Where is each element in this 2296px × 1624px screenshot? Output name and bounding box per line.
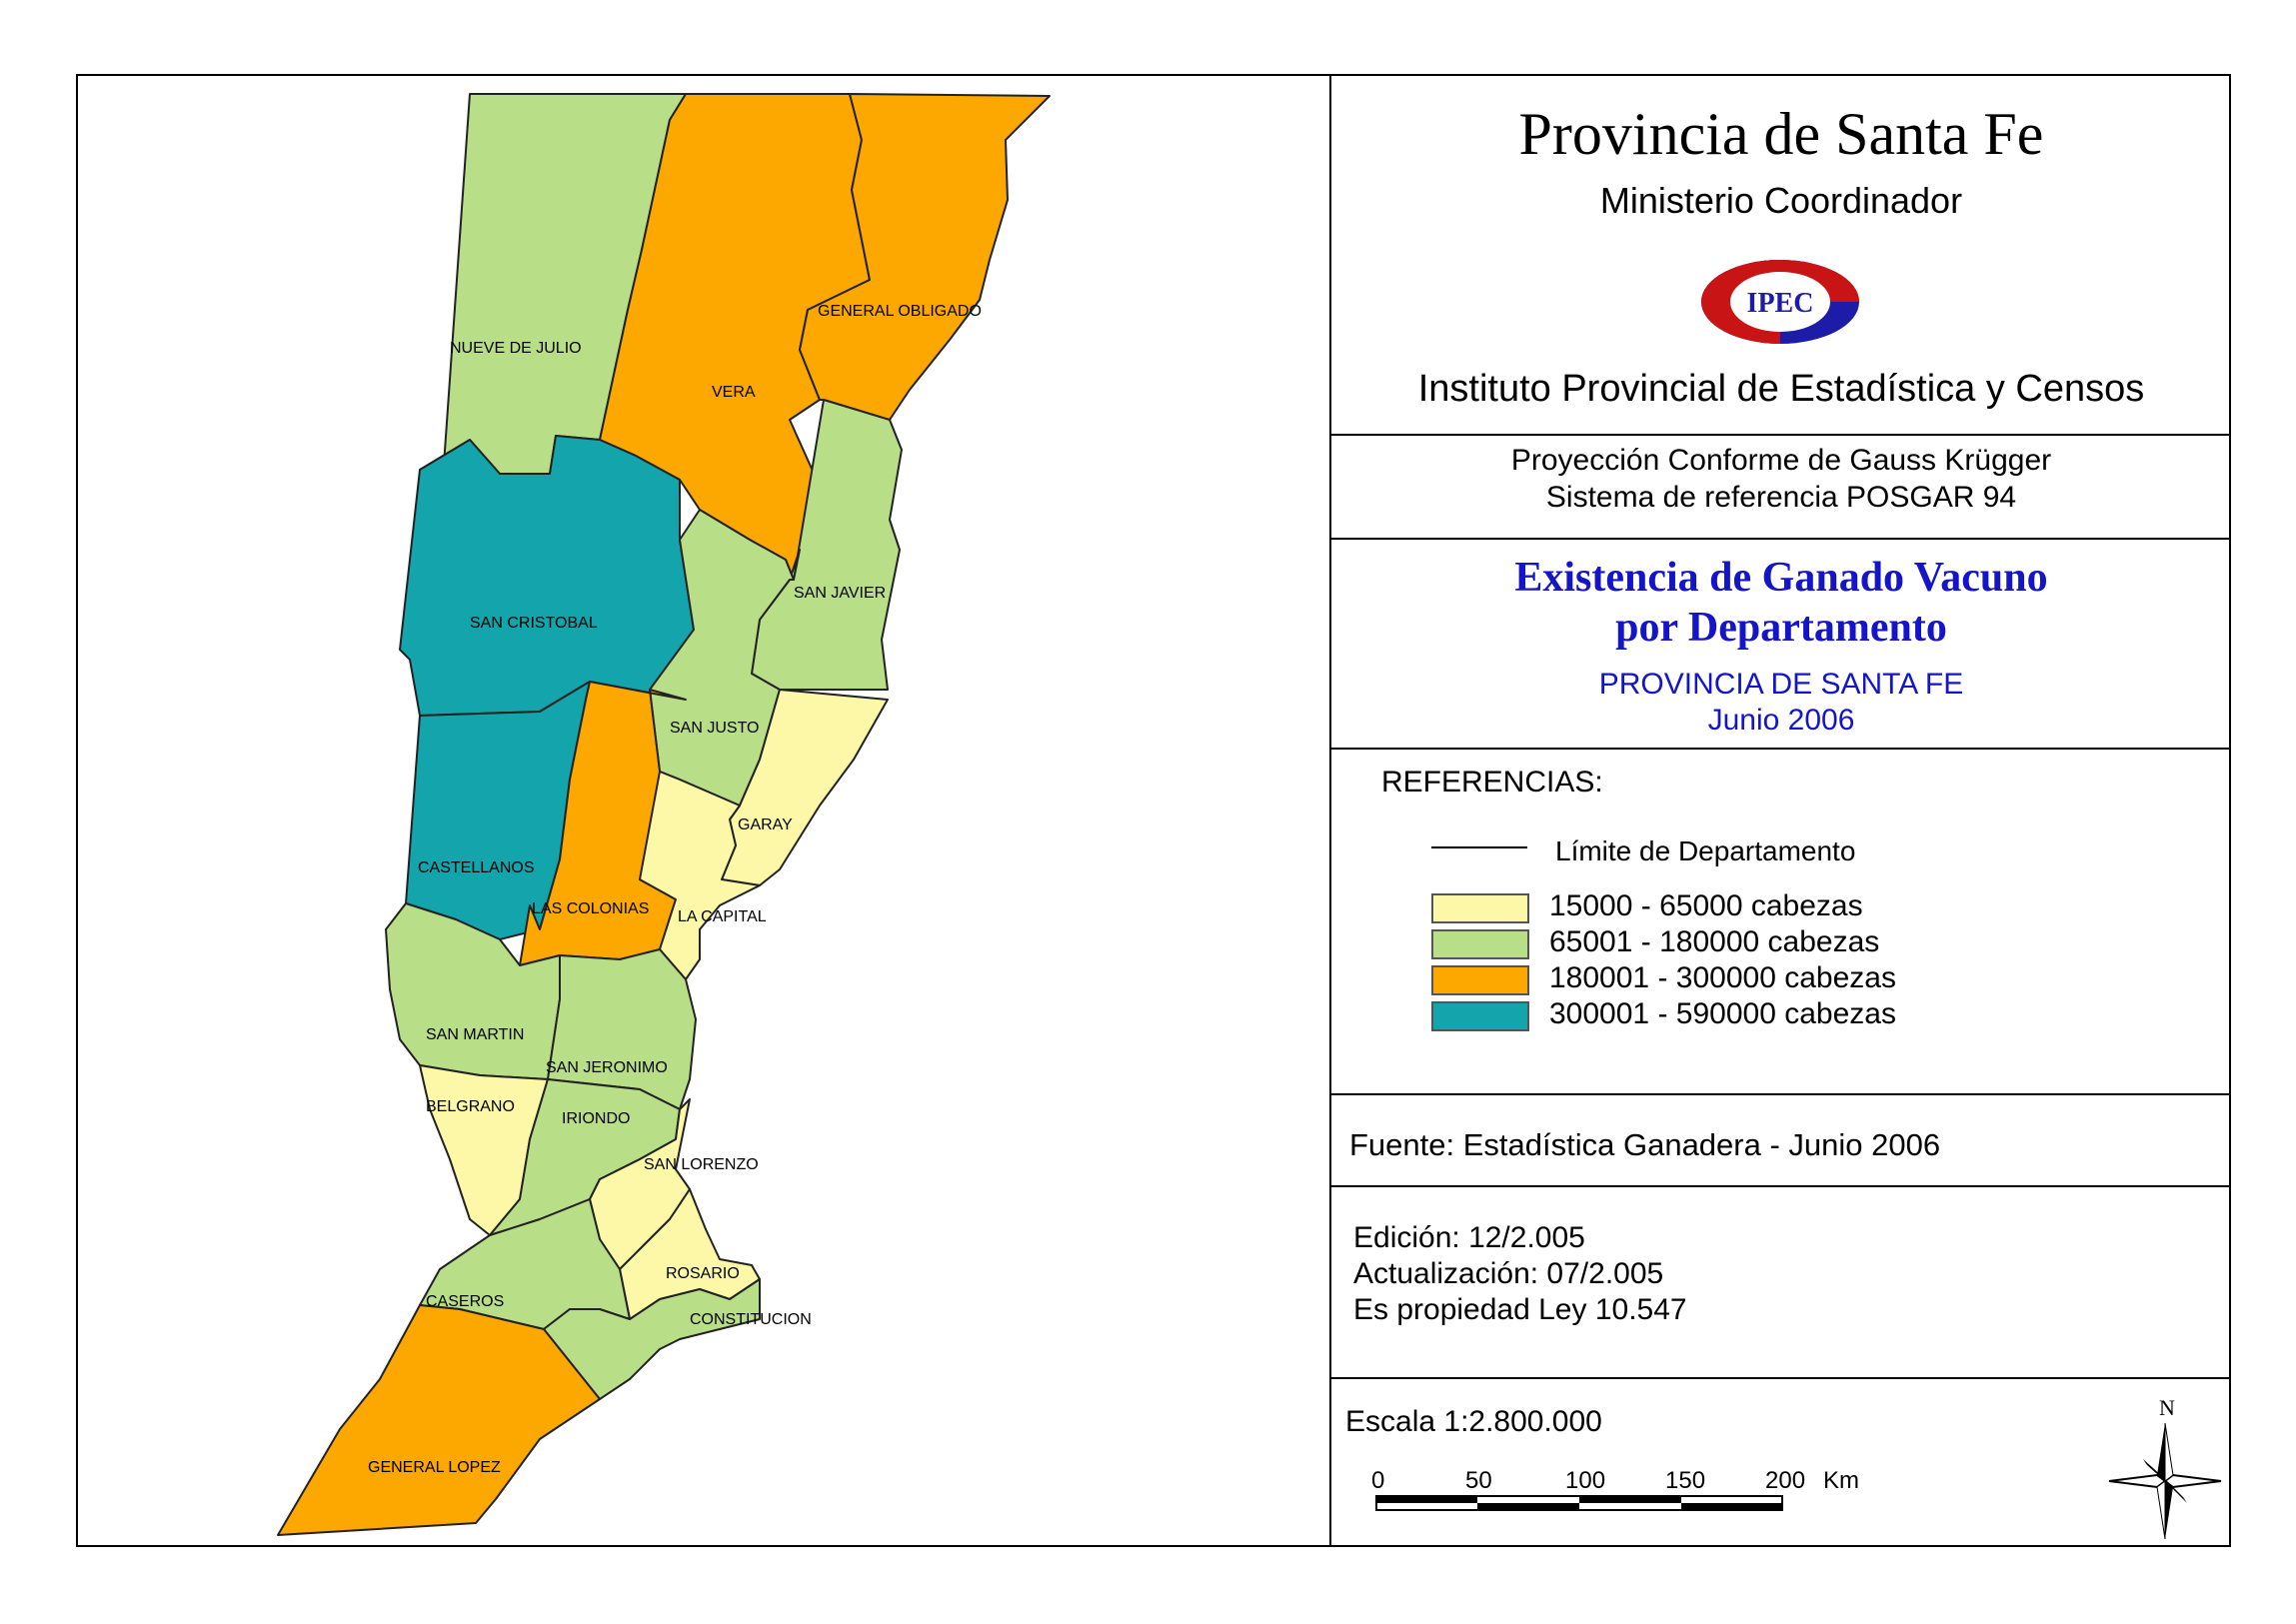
label-san-jeronimo: SAN JERONIMO bbox=[546, 1059, 668, 1076]
legend-swatch-2 bbox=[1431, 929, 1529, 959]
divider-2 bbox=[1331, 538, 2231, 540]
legend-boundary-label: Límite de Departamento bbox=[1555, 835, 1856, 866]
legend-label-3: 180001 - 300000 cabezas bbox=[1549, 961, 1896, 994]
north-arrow-icon bbox=[2108, 1422, 2222, 1540]
department-map: NUEVE DE JULIO VERA GENERAL OBLIGADO SAN… bbox=[277, 93, 1051, 1536]
label-san-javier: SAN JAVIER bbox=[794, 585, 886, 602]
reference-system-line: Sistema de referencia POSGAR 94 bbox=[1545, 481, 2017, 514]
ipec-logo: IPEC bbox=[1701, 260, 1859, 344]
label-caseros: CASEROS bbox=[426, 1293, 504, 1310]
map-title-line2: por Departamento bbox=[1615, 605, 1947, 651]
label-san-martin: SAN MARTIN bbox=[426, 1026, 524, 1043]
legend-label-4: 300001 - 590000 cabezas bbox=[1549, 997, 1896, 1030]
department-la-capital[interactable] bbox=[639, 771, 761, 980]
institute-name: Instituto Provincial de Estadística y Ce… bbox=[1417, 368, 2145, 410]
scale-tick-100: 100 bbox=[1565, 1467, 1606, 1494]
logo-text: IPEC bbox=[1747, 288, 1814, 319]
label-las-colonias: LAS COLONIAS bbox=[532, 900, 649, 917]
divider-3 bbox=[1331, 748, 2231, 750]
label-san-justo: SAN JUSTO bbox=[670, 720, 760, 737]
label-constitucion: CONSTITUCION bbox=[690, 1311, 812, 1328]
scale-tick-200: 200 bbox=[1765, 1467, 1806, 1494]
scale-tick-0: 0 bbox=[1371, 1467, 1385, 1494]
page-title: Provincia de Santa Fe bbox=[1518, 101, 2044, 167]
legend-label-2: 65001 - 180000 cabezas bbox=[1549, 925, 1880, 958]
label-general-lopez: GENERAL LOPEZ bbox=[368, 1459, 501, 1476]
boundary-line-sample bbox=[1431, 846, 1527, 848]
label-general-obligado: GENERAL OBLIGADO bbox=[818, 303, 982, 320]
label-nueve-de-julio: NUEVE DE JULIO bbox=[450, 340, 582, 357]
divider-6 bbox=[1331, 1377, 2231, 1379]
department-san-javier[interactable] bbox=[751, 399, 903, 691]
panel-divider bbox=[1329, 74, 1331, 1547]
divider-1 bbox=[1331, 434, 2231, 436]
label-la-capital: LA CAPITAL bbox=[678, 908, 767, 925]
legend-label-1: 15000 - 65000 cabezas bbox=[1549, 889, 1863, 922]
legend-heading: REFERENCIAS: bbox=[1381, 766, 1603, 799]
property-text: Es propiedad Ley 10.547 bbox=[1353, 1293, 1687, 1326]
map-frame bbox=[76, 74, 2231, 1547]
department-san-cristobal[interactable] bbox=[399, 435, 701, 721]
label-castellanos: CASTELLANOS bbox=[418, 859, 534, 876]
label-san-cristobal: SAN CRISTOBAL bbox=[470, 615, 598, 632]
edition-text: Edición: 12/2.005 bbox=[1353, 1221, 1585, 1254]
map-title-line1: Existencia de Ganado Vacuno bbox=[1514, 555, 2048, 601]
department-constitucion[interactable] bbox=[543, 1278, 761, 1400]
scale-tick-50: 50 bbox=[1465, 1467, 1492, 1494]
scale-bar bbox=[1375, 1495, 1783, 1511]
label-vera: VERA bbox=[712, 384, 756, 401]
source-text: Fuente: Estadística Ganadera - Junio 200… bbox=[1349, 1127, 1941, 1162]
legend-swatch-4 bbox=[1431, 1001, 1529, 1031]
legend-swatch-3 bbox=[1431, 965, 1529, 995]
divider-5 bbox=[1331, 1185, 2231, 1187]
map-date: Junio 2006 bbox=[1707, 704, 1855, 737]
label-san-lorenzo: SAN LORENZO bbox=[644, 1156, 759, 1173]
scale-unit: Km bbox=[1823, 1467, 1859, 1494]
department-general-lopez[interactable] bbox=[277, 1304, 601, 1536]
label-garay: GARAY bbox=[738, 816, 793, 833]
scale-tick-150: 150 bbox=[1665, 1467, 1706, 1494]
department-san-jeronimo[interactable] bbox=[547, 948, 697, 1110]
ministry-subtitle: Ministerio Coordinador bbox=[1599, 180, 1963, 221]
projection-line: Proyección Conforme de Gauss Krügger bbox=[1510, 444, 2052, 477]
north-label: N bbox=[2159, 1395, 2175, 1420]
label-belgrano: BELGRANO bbox=[426, 1098, 515, 1115]
map-region: PROVINCIA DE SANTA FE bbox=[1598, 668, 1964, 701]
label-rosario: ROSARIO bbox=[666, 1265, 740, 1282]
divider-4 bbox=[1331, 1093, 2231, 1095]
label-iriondo: IRIONDO bbox=[562, 1110, 630, 1127]
legend-swatch-1 bbox=[1431, 893, 1529, 923]
update-text: Actualización: 07/2.005 bbox=[1353, 1257, 1664, 1290]
scale-text: Escala 1:2.800.000 bbox=[1345, 1405, 1602, 1438]
